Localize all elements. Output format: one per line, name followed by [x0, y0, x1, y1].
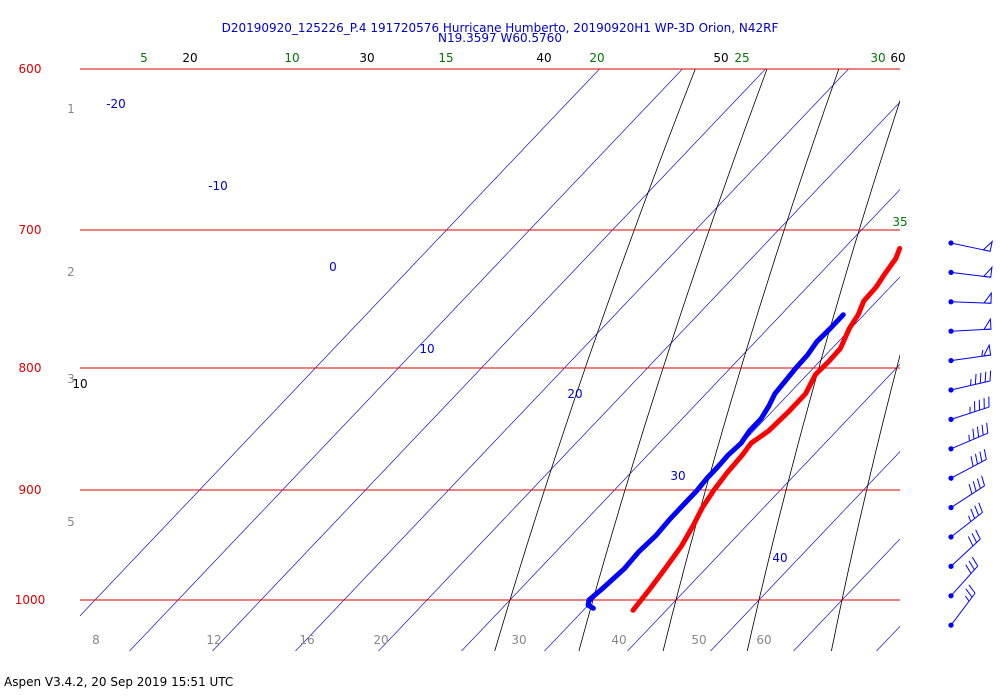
dry-adiabat-label: 60	[890, 51, 905, 65]
isotherm-line	[876, 625, 900, 652]
wind-barb	[948, 370, 992, 393]
dry-adiabat-label: 50	[713, 51, 728, 65]
wind-barb	[948, 343, 992, 364]
wind-barb	[948, 556, 979, 599]
moist-adiabat-label: 12	[206, 633, 221, 647]
isotherm-line	[212, 69, 766, 652]
isotherm-label: -10	[208, 179, 228, 193]
mixing-ratio-label: 15	[438, 51, 453, 65]
dry-adiabat-label: 30	[359, 51, 374, 65]
wind-barbs	[948, 240, 994, 628]
height-label: 3	[67, 372, 75, 386]
moist-adiabat-line	[2, 69, 26, 651]
mixing-ratio-label: 35	[892, 215, 907, 229]
chart-subtitle: N19.3597 W60.5760	[438, 31, 562, 45]
isotherm-line	[80, 69, 600, 617]
mixing-ratio-label: 10	[284, 51, 299, 65]
isotherm-label: 0	[329, 260, 337, 274]
height-label: 2	[67, 265, 75, 279]
moist-adiabat-line	[0, 69, 14, 651]
moist-adiabat-line	[6, 69, 30, 651]
moist-adiabat-line	[0, 69, 22, 651]
isobar-label: 600	[19, 62, 42, 76]
isobar-label: 900	[19, 483, 42, 497]
isotherm-line	[295, 69, 849, 652]
moist-adiabat-line	[14, 69, 38, 651]
wind-barb	[948, 502, 983, 540]
isotherm-line	[461, 188, 900, 652]
wind-barb	[948, 529, 981, 570]
moist-adiabat-line	[0, 69, 18, 651]
mixing-ratio-line	[0, 69, 5, 651]
mixing-ratio-line	[0, 69, 26, 651]
moist-adiabat-label: 40	[611, 633, 626, 647]
wind-barb	[948, 396, 990, 422]
wind-barb	[948, 584, 976, 628]
isotherm-label: 30	[670, 469, 685, 483]
dry-adiabat-label: 20	[182, 51, 197, 65]
isotherm-label: 20	[567, 387, 582, 401]
dry-adiabat-line	[578, 69, 768, 652]
moist-adiabat-label: 16	[299, 633, 314, 647]
isobar-label: 800	[19, 361, 42, 375]
isotherm-label: -20	[106, 97, 126, 111]
dry-adiabat-line	[494, 69, 696, 652]
isotherm-line	[378, 101, 900, 652]
isotherm-line	[710, 451, 900, 652]
mixing-ratio-label: 20	[589, 51, 604, 65]
dry-adiabat-label: 10	[72, 377, 87, 391]
chart-title: D20190920_125226_P.4 191720576 Hurricane…	[221, 21, 779, 35]
wind-barb	[948, 265, 993, 278]
moist-adiabat-label: 20	[373, 633, 388, 647]
wind-barb	[948, 449, 987, 481]
dry-adiabat-line	[831, 353, 900, 652]
wind-barb	[948, 317, 992, 334]
mixing-ratio-label: 30	[870, 51, 885, 65]
temperature-trace	[630, 245, 903, 613]
mixing-ratio-label: 5	[140, 51, 148, 65]
dry-adiabat-line	[746, 99, 900, 652]
moist-adiabat-line	[0, 69, 10, 651]
height-label: 1	[67, 102, 75, 116]
isobar-label: 700	[19, 223, 42, 237]
moist-adiabat-label: 60	[756, 633, 771, 647]
dry-adiabat-line	[662, 69, 840, 652]
wind-barb	[948, 291, 992, 305]
mixing-ratio-line	[0, 69, 19, 651]
moist-adiabat-line	[10, 69, 34, 651]
isotherm-line	[129, 69, 683, 652]
isotherm-line	[627, 363, 900, 652]
mixing-ratio-line	[6, 69, 40, 651]
moist-adiabat-line	[18, 69, 42, 651]
wind-barb	[948, 422, 989, 452]
isotherm-line	[793, 538, 900, 652]
moist-adiabat-label: 8	[92, 633, 100, 647]
footer-version: Aspen V3.4.2, 20 Sep 2019 15:51 UTC	[4, 675, 234, 689]
isobar-label: 1000	[15, 593, 46, 607]
mixing-ratio-line	[0, 69, 12, 651]
mixing-ratio-label: 25	[734, 51, 749, 65]
moist-adiabat-line	[0, 69, 6, 651]
dewpoint-trace	[585, 312, 846, 611]
wind-barb	[948, 240, 994, 252]
isotherm-label: 10	[419, 342, 434, 356]
plot-lines	[0, 69, 900, 652]
moist-adiabat-label: 30	[511, 633, 526, 647]
mixing-ratio-line	[0, 69, 33, 651]
isotherm-label: 40	[772, 551, 787, 565]
height-label: 5	[67, 515, 75, 529]
dry-adiabat-label: 40	[536, 51, 551, 65]
moist-adiabat-label: 50	[691, 633, 706, 647]
wind-barb	[948, 475, 986, 511]
